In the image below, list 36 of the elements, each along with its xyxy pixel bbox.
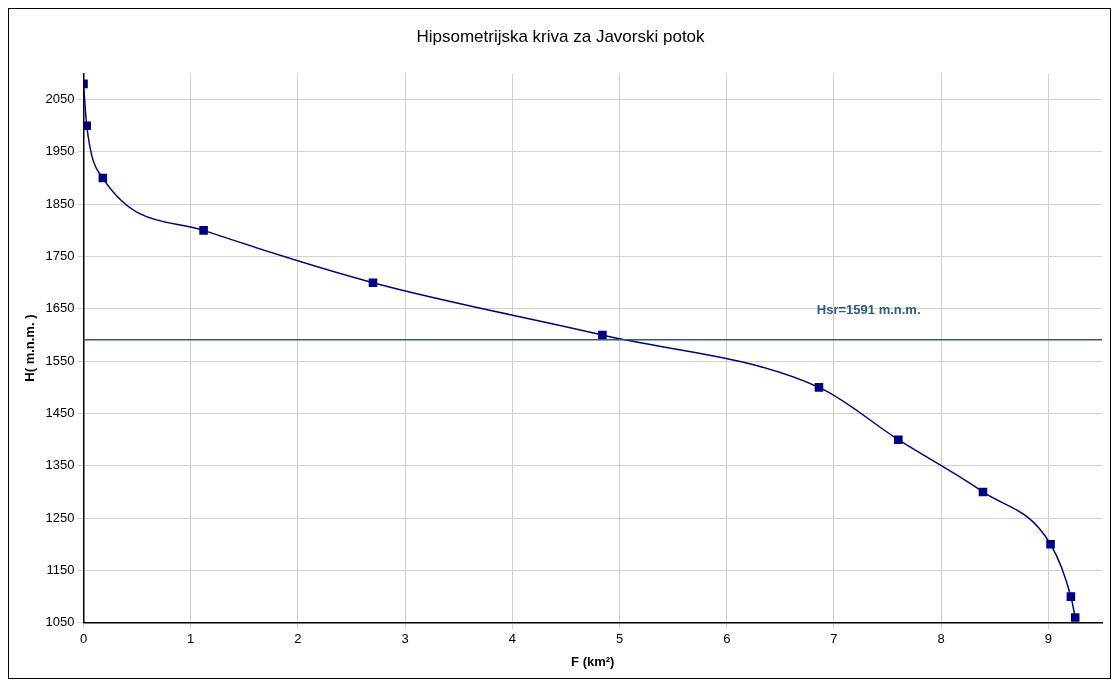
point <box>83 121 92 131</box>
point <box>1070 613 1080 622</box>
x-tick-label: 0 <box>79 631 88 647</box>
point <box>368 278 378 287</box>
y-tick-label: 1950 <box>45 143 75 159</box>
point <box>1066 592 1076 601</box>
point <box>894 435 903 444</box>
y-tick-label: 1050 <box>45 614 75 630</box>
point <box>98 173 108 183</box>
y-tick-label: 2050 <box>45 91 75 107</box>
point <box>199 226 208 235</box>
x-tick-label: 1 <box>187 631 195 647</box>
ref-line-label: Hsr=1591 m.n.m. <box>816 301 921 317</box>
x-tick-label: 3 <box>401 631 409 647</box>
x-axis-title: F (km²) <box>571 653 615 669</box>
x-tick-label: 4 <box>508 631 516 647</box>
y-tick-label: 1750 <box>45 248 75 264</box>
y-tick-label: 1250 <box>45 509 75 525</box>
x-tick-label: 8 <box>937 631 945 647</box>
y-tick-label: 1150 <box>46 562 75 578</box>
y-tick-label: 1550 <box>45 352 75 368</box>
point <box>598 330 607 340</box>
point <box>814 383 824 392</box>
x-tick-label: 6 <box>723 631 731 647</box>
point <box>1046 540 1055 549</box>
y-tick-label: 1650 <box>45 300 75 316</box>
y-tick-label: 1850 <box>45 195 75 211</box>
x-tick-label: 9 <box>1044 631 1053 647</box>
y-axis-title: H( m.n.m. ) <box>22 314 38 382</box>
x-tick-label: 2 <box>294 631 302 647</box>
x-tick-label: 5 <box>615 631 624 647</box>
x-tick-label: 7 <box>830 631 838 647</box>
chart-title: Hipsometrijska kriva za Javorski potok <box>416 26 706 46</box>
y-tick-label: 1450 <box>45 405 75 421</box>
point <box>978 487 988 497</box>
y-tick-label: 1350 <box>45 457 75 473</box>
